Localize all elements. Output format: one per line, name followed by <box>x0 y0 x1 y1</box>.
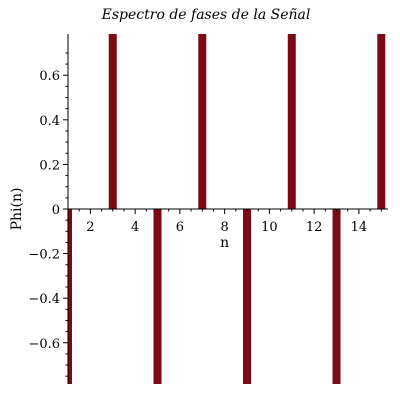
bar-n-1 <box>68 209 72 384</box>
x-tick-label: 14 <box>351 220 368 235</box>
y-tick-label: 0 <box>52 203 60 218</box>
x-tick-label: 12 <box>306 220 323 235</box>
bar-n-7 <box>198 34 206 209</box>
x-axis-label: n <box>220 235 229 251</box>
x-tick-label: 4 <box>131 220 139 235</box>
y-tick-label: −0.4 <box>28 292 60 307</box>
chart-title: Espectro de fases de la Señal <box>101 7 311 23</box>
y-tick-label: 0.2 <box>39 158 60 173</box>
y-tick-label: 0.4 <box>39 114 60 129</box>
bar-n-15 <box>377 34 385 209</box>
x-tick-label: 6 <box>176 220 184 235</box>
bar-n-9 <box>243 209 251 384</box>
y-tick-label: −0.6 <box>28 337 60 352</box>
bar-n-13 <box>333 209 341 384</box>
x-tick-label: 8 <box>221 220 229 235</box>
y-tick-label: 0.6 <box>39 69 60 84</box>
y-ticks-group: −0.6 −0.4 −0.2 0 0.2 0.4 0.6 <box>28 53 68 376</box>
bar-n-11 <box>288 34 296 209</box>
x-tick-label: 2 <box>86 220 94 235</box>
x-tick-label: 10 <box>261 220 278 235</box>
bar-n-3 <box>109 34 117 209</box>
bar-n-5 <box>154 209 162 384</box>
y-tick-label: −0.2 <box>28 248 60 263</box>
y-axis-label: Phi(n) <box>9 188 25 231</box>
